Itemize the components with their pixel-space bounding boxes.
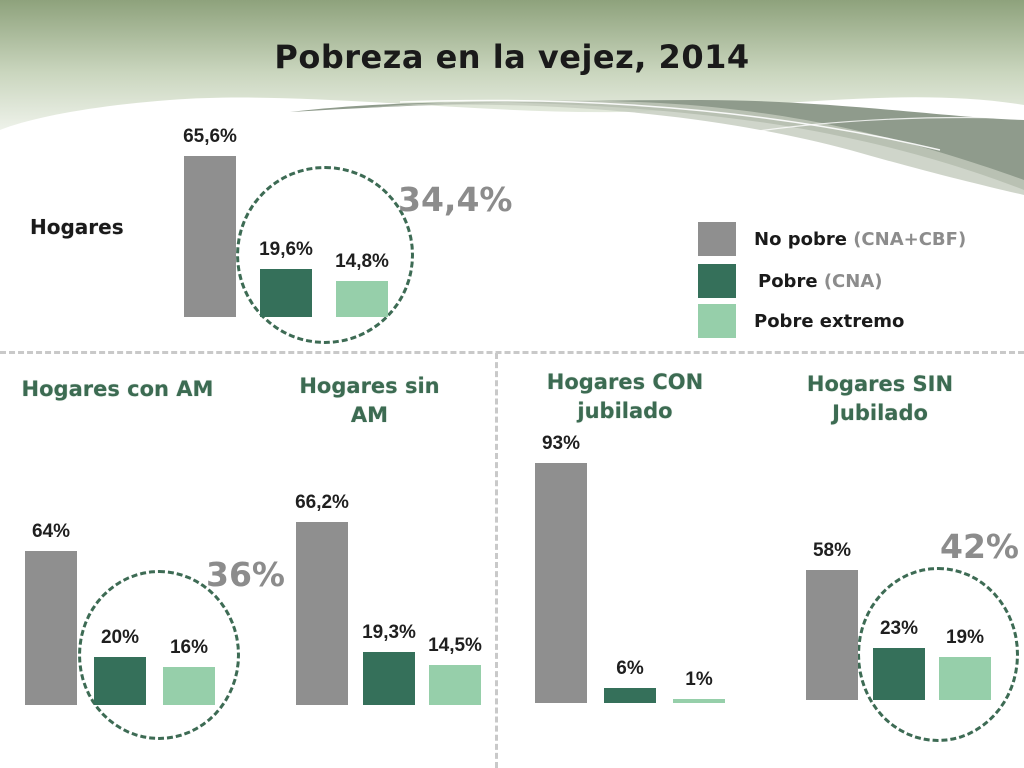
group-label-hogares-con-jubilado: Hogares CON jubilado: [546, 370, 704, 423]
value-label-hogares-pobre: 19,6%: [259, 238, 313, 260]
legend-label-pobre-extremo: Pobre extremo: [754, 311, 905, 332]
bar-hogares-con-jubilado-pobre: [604, 687, 656, 703]
value-label-hogares-sin-am-no-pobre: 66,2%: [295, 492, 349, 514]
highlight-circle-hogares: [236, 166, 414, 344]
value-label-hogares-sin-jubilado-pobre-extremo: 19%: [945, 627, 985, 649]
legend-note-pobre: (CNA): [823, 271, 883, 292]
value-label-hogares-sin-am-pobre: 19,3%: [362, 621, 416, 643]
bar-hogares-con-am-no-pobre: [25, 551, 77, 705]
header-band: [0, 0, 1024, 130]
bar-hogares-no-pobre: [184, 156, 236, 317]
value-label-hogares-con-am-pobre-extremo: 16%: [169, 636, 209, 658]
value-label-hogares-sin-jubilado-pobre: 23%: [879, 618, 919, 640]
swoosh-light: [360, 100, 1024, 195]
highlight-total-hogares-con-am: 36%: [206, 555, 285, 594]
bar-hogares-con-am-pobre-extremo: [163, 666, 215, 705]
bar-hogares-sin-am-pobre: [363, 651, 415, 705]
value-label-hogares-con-jubilado-pobre-extremo: 1%: [685, 669, 713, 690]
swoosh-line-2: [619, 116, 1011, 161]
vertical-divider: [495, 353, 498, 768]
bar-hogares-pobre-extremo: [336, 280, 388, 317]
highlight-circle-hogares-con-am: [78, 570, 240, 740]
bar-hogares-con-jubilado-pobre-extremo: [673, 699, 725, 703]
bar-hogares-con-am-pobre: [94, 657, 146, 705]
group-label-hogares: Hogares: [30, 215, 124, 239]
bar-hogares-con-jubilado-no-pobre: [535, 463, 587, 703]
page-title: Pobreza en la vejez, 2014: [274, 38, 750, 76]
legend-item-pobre: Pobre (CNA): [698, 264, 1018, 298]
bar-hogares-sin-am-no-pobre: [296, 522, 348, 705]
legend-swatch-no-pobre: [698, 222, 736, 256]
legend-note-no-pobre: (CNA+CBF): [853, 229, 967, 250]
legend-item-no-pobre: No pobre (CNA+CBF): [698, 222, 1018, 256]
horizontal-divider: [0, 351, 1024, 354]
bar-hogares-sin-jubilado-no-pobre: [806, 570, 858, 700]
legend-item-pobre-extremo: Pobre extremo: [698, 304, 1018, 338]
highlight-circle-hogares-sin-jubilado: [857, 567, 1019, 742]
value-label-hogares-no-pobre: 65,6%: [183, 126, 237, 148]
legend-label-pobre: Pobre: [758, 271, 818, 292]
value-label-hogares-con-am-pobre: 20%: [100, 627, 140, 648]
highlight-total-hogares: 34,4%: [398, 180, 513, 219]
bar-hogares-pobre: [260, 268, 312, 317]
value-label-hogares-sin-jubilado-no-pobre: 58%: [812, 540, 852, 562]
bar-hogares-sin-jubilado-pobre-extremo: [939, 657, 991, 700]
group-label-hogares-sin-jubilado: Hogares SIN Jubilado: [806, 372, 954, 425]
value-label-hogares-sin-am-pobre-extremo: 14,5%: [428, 634, 482, 656]
swoosh-line: [399, 99, 941, 151]
legend-swatch-pobre-extremo: [698, 304, 736, 338]
legend-swatch-pobre: [698, 264, 736, 298]
group-label-hogares-con-am: Hogares con AM: [21, 377, 214, 401]
header-background: [0, 0, 1024, 195]
bar-hogares-sin-jubilado-pobre: [873, 648, 925, 700]
value-label-hogares-con-jubilado-pobre: 6%: [616, 657, 644, 679]
value-label-hogares-con-jubilado-no-pobre: 93%: [541, 433, 581, 455]
group-label-hogares-sin-am: Hogares sin AM: [299, 374, 440, 427]
legend-label-no-pobre: No pobre: [754, 229, 847, 250]
highlight-total-hogares-sin-jubilado: 42%: [940, 527, 1019, 566]
value-label-hogares-pobre-extremo: 14,8%: [335, 250, 389, 272]
bar-hogares-sin-am-pobre-extremo: [429, 664, 481, 705]
value-label-hogares-con-am-no-pobre: 64%: [31, 521, 71, 543]
